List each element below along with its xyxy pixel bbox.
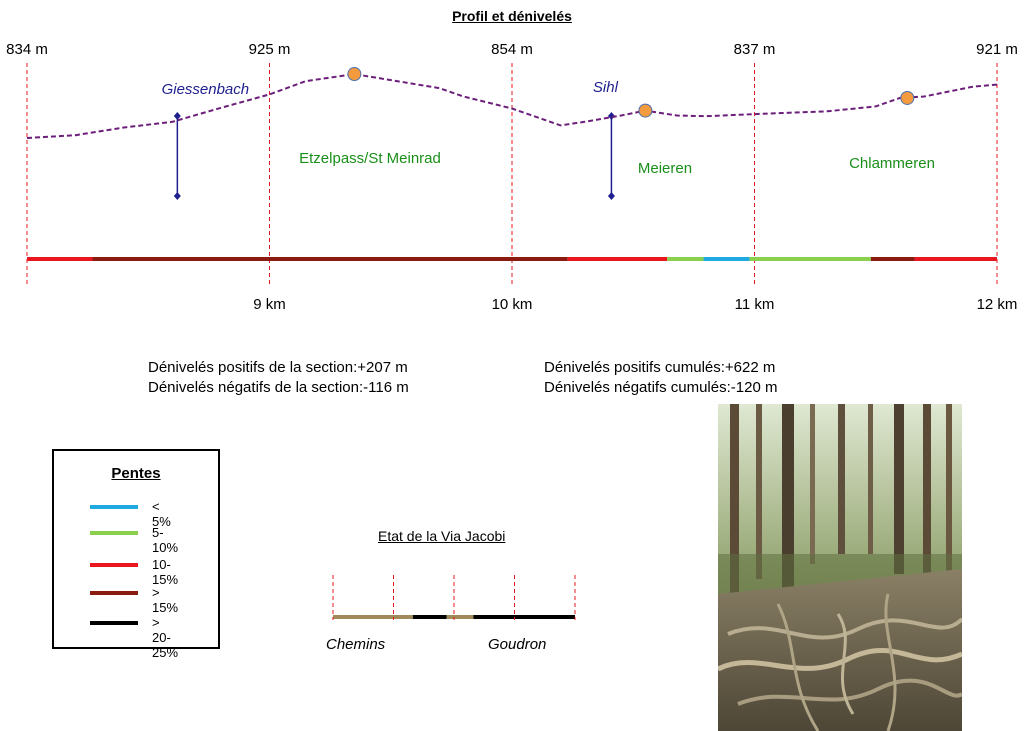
cumulative-positive-elevation: Dénivelés positifs cumulés:+622 m <box>544 359 776 376</box>
km-tick-label: 12 km <box>977 296 1018 313</box>
stream-marker-top <box>173 112 181 120</box>
slope-legend: Pentes < 5% 5-10% 10-15% > 15% > 20-25% <box>52 449 220 660</box>
poi-label: Meieren <box>638 160 692 177</box>
poi-marker <box>638 103 653 118</box>
label-chemins: Chemins <box>326 636 386 653</box>
stream-label: Giessenbach <box>162 81 250 98</box>
section-negative-elevation: Dénivelés négatifs de la section:-116 m <box>148 379 409 396</box>
stream-label: Sihl <box>593 79 619 96</box>
legend-label: > 20-25% <box>152 615 179 660</box>
label-goudron: Goudron <box>488 636 547 653</box>
section-stats: Dénivelés positifs de la section:+207 m … <box>148 358 409 398</box>
stream-marker-bottom <box>173 192 181 200</box>
legend-swatch <box>90 621 138 625</box>
stream-marker-bottom <box>607 192 615 200</box>
section-positive-elevation: Dénivelés positifs de la section:+207 m <box>148 359 408 376</box>
stream-marker-top <box>607 112 615 120</box>
legend-label: 5-10% <box>152 525 179 555</box>
legend-swatch <box>90 505 138 509</box>
km-tick-label: 11 km <box>735 296 775 313</box>
altitude-label: 834 m <box>6 41 48 58</box>
altitude-label: 925 m <box>249 41 291 58</box>
km-tick-label: 9 km <box>253 296 286 313</box>
legend-label: < 5% <box>152 499 171 529</box>
cumulative-stats: Dénivelés positifs cumulés:+622 m Dénive… <box>544 358 777 398</box>
altitude-label: 854 m <box>491 41 533 58</box>
legend-swatch <box>90 531 138 535</box>
via-jacobi-title: Etat de la Via Jacobi <box>378 528 506 544</box>
forest-path-photo <box>718 404 962 731</box>
elevation-profile-chart: 834 m 925 m 854 m 837 m 921 m 9 km 10 km 11 km 1… <box>6 41 1018 313</box>
poi-label: Etzelpass/St Meinrad <box>299 150 441 167</box>
legend-label: 10-15% <box>152 557 179 587</box>
poi-marker <box>900 90 915 105</box>
poi-marker <box>347 67 362 82</box>
cumulative-negative-elevation: Dénivelés négatifs cumulés:-120 m <box>544 379 778 396</box>
legend-label: > 15% <box>152 585 179 615</box>
legend-swatch <box>90 563 138 567</box>
altitude-label: 837 m <box>734 41 776 58</box>
altitude-label: 921 m <box>976 41 1018 58</box>
via-jacobi-bar <box>332 575 576 620</box>
km-tick-label: 10 km <box>492 296 533 313</box>
chart-title: Profil et dénivelés <box>452 8 572 24</box>
legend-swatch <box>90 591 138 595</box>
elevation-profile-line <box>26 73 998 139</box>
legend-title: Pentes <box>111 465 161 482</box>
poi-label: Chlammeren <box>849 155 935 172</box>
